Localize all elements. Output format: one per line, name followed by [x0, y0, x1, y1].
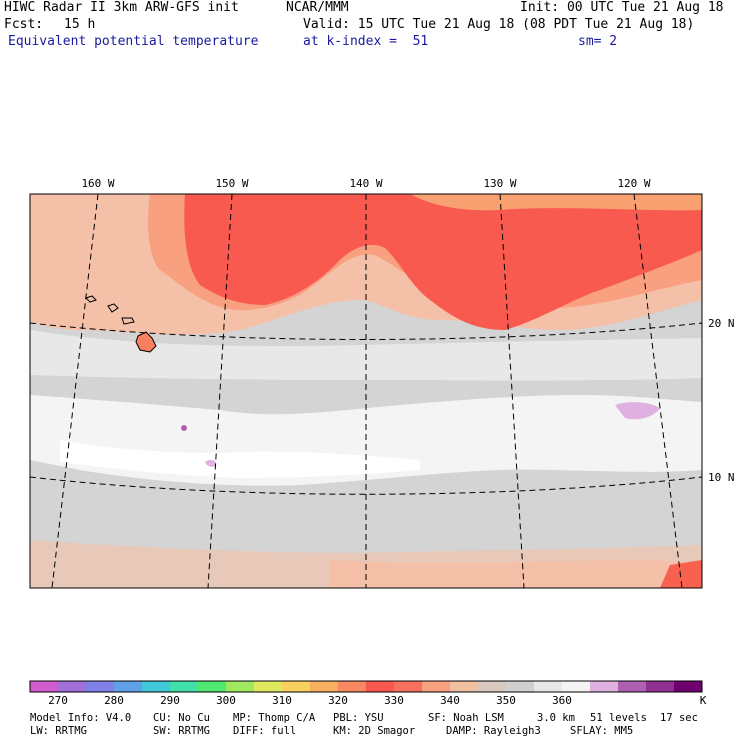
- lon-label-150w: 150 W: [215, 177, 248, 190]
- organization-label: NCAR/MMM: [286, 0, 349, 15]
- footer-sw: SW: RRTMG: [153, 725, 210, 737]
- colorbar-swatch: [86, 681, 115, 692]
- footer-sf: SF: Noah LSM: [428, 712, 504, 724]
- colorbar-swatch: [534, 681, 563, 692]
- colorbar-frame: [29, 680, 703, 693]
- map-field: [30, 194, 702, 588]
- model-title: HIWC Radar II 3km ARW-GFS init: [4, 0, 239, 15]
- colorbar-swatch: [142, 681, 171, 692]
- colorbar-tick-label: 280: [104, 694, 124, 707]
- footer-pbl: PBL: YSU: [333, 712, 384, 724]
- colorbar-swatch: [506, 681, 535, 692]
- footer-lw: LW: RRTMG: [30, 725, 87, 737]
- level-index: at k-index = 51: [303, 34, 429, 49]
- colorbar-swatch: [450, 681, 479, 692]
- lon-label-160w: 160 W: [81, 177, 114, 190]
- colorbar-swatch: [282, 681, 311, 692]
- colorbar-tick-label: 360: [552, 694, 572, 707]
- colorbar-swatch: [422, 681, 451, 692]
- colorbar-swatch: [58, 681, 87, 692]
- footer-timestep: 17 sec: [660, 712, 698, 724]
- colorbar-tick-label: 350: [496, 694, 516, 707]
- colorbar-swatch: [170, 681, 199, 692]
- footer-diff: DIFF: full: [233, 725, 297, 737]
- forecast-hours: 15 h: [64, 17, 96, 32]
- colorbar-tick-label: 290: [160, 694, 180, 707]
- graticule-lines: [30, 194, 702, 588]
- colorbar-unit: K: [700, 694, 707, 707]
- lon-label-130w: 130 W: [483, 177, 516, 190]
- colorbar-swatch: [646, 681, 675, 692]
- colorbar-swatches: [30, 681, 703, 692]
- colorbar-swatch: [366, 681, 395, 692]
- footer-sflay: SFLAY: MM5: [570, 725, 634, 737]
- colorbar-swatch: [590, 681, 619, 692]
- colorbar-swatch: [254, 681, 283, 692]
- smoothing-value: sm= 2: [578, 34, 618, 49]
- colorbar-tick-label: 270: [48, 694, 68, 707]
- colorbar-tick-label: 310: [272, 694, 292, 707]
- colorbar-swatch: [478, 681, 507, 692]
- colorbar-swatch: [226, 681, 255, 692]
- colorbar-swatch: [394, 681, 423, 692]
- lon-label-120w: 120 W: [617, 177, 650, 190]
- footer-km: KM: 2D Smagor: [333, 725, 416, 737]
- colorbar-tick-label: 320: [328, 694, 348, 707]
- field-name: Equivalent potential temperature: [8, 34, 259, 49]
- colorbar-swatch: [30, 681, 59, 692]
- colorbar-tick-label: 300: [216, 694, 236, 707]
- footer-damp: DAMP: Rayleigh3: [446, 725, 541, 737]
- colorbar-tick-label: 340: [440, 694, 460, 707]
- footer-model-info: Model Info: V4.0: [30, 712, 132, 724]
- valid-time: Valid: 15 UTC Tue 21 Aug 18 (08 PDT Tue …: [303, 17, 695, 32]
- colorbar-swatch: [114, 681, 143, 692]
- colorbar-swatch: [198, 681, 227, 692]
- colorbar-swatch: [674, 681, 703, 692]
- footer-mp: MP: Thomp C/A: [233, 712, 316, 724]
- colorbar-tick-label: 330: [384, 694, 404, 707]
- colorbar-ticks: 270 280 290 300 310 320 330 340 350 360: [48, 694, 572, 707]
- forecast-label: Fcst:: [4, 17, 44, 32]
- lon-label-140w: 140 W: [349, 177, 382, 190]
- footer-cu: CU: No Cu: [153, 712, 210, 724]
- footer-resolution: 3.0 km: [537, 712, 575, 724]
- colorbar-swatch: [338, 681, 367, 692]
- footer-levels: 51 levels: [590, 712, 647, 724]
- lat-label-10n: 10 N: [708, 471, 735, 484]
- lat-label-20n: 20 N: [708, 317, 735, 330]
- colorbar-swatch: [562, 681, 591, 692]
- colorbar-swatch: [618, 681, 647, 692]
- init-time: Init: 00 UTC Tue 21 Aug 18: [520, 0, 724, 15]
- map-frame: [29, 193, 703, 589]
- colorbar-swatch: [310, 681, 339, 692]
